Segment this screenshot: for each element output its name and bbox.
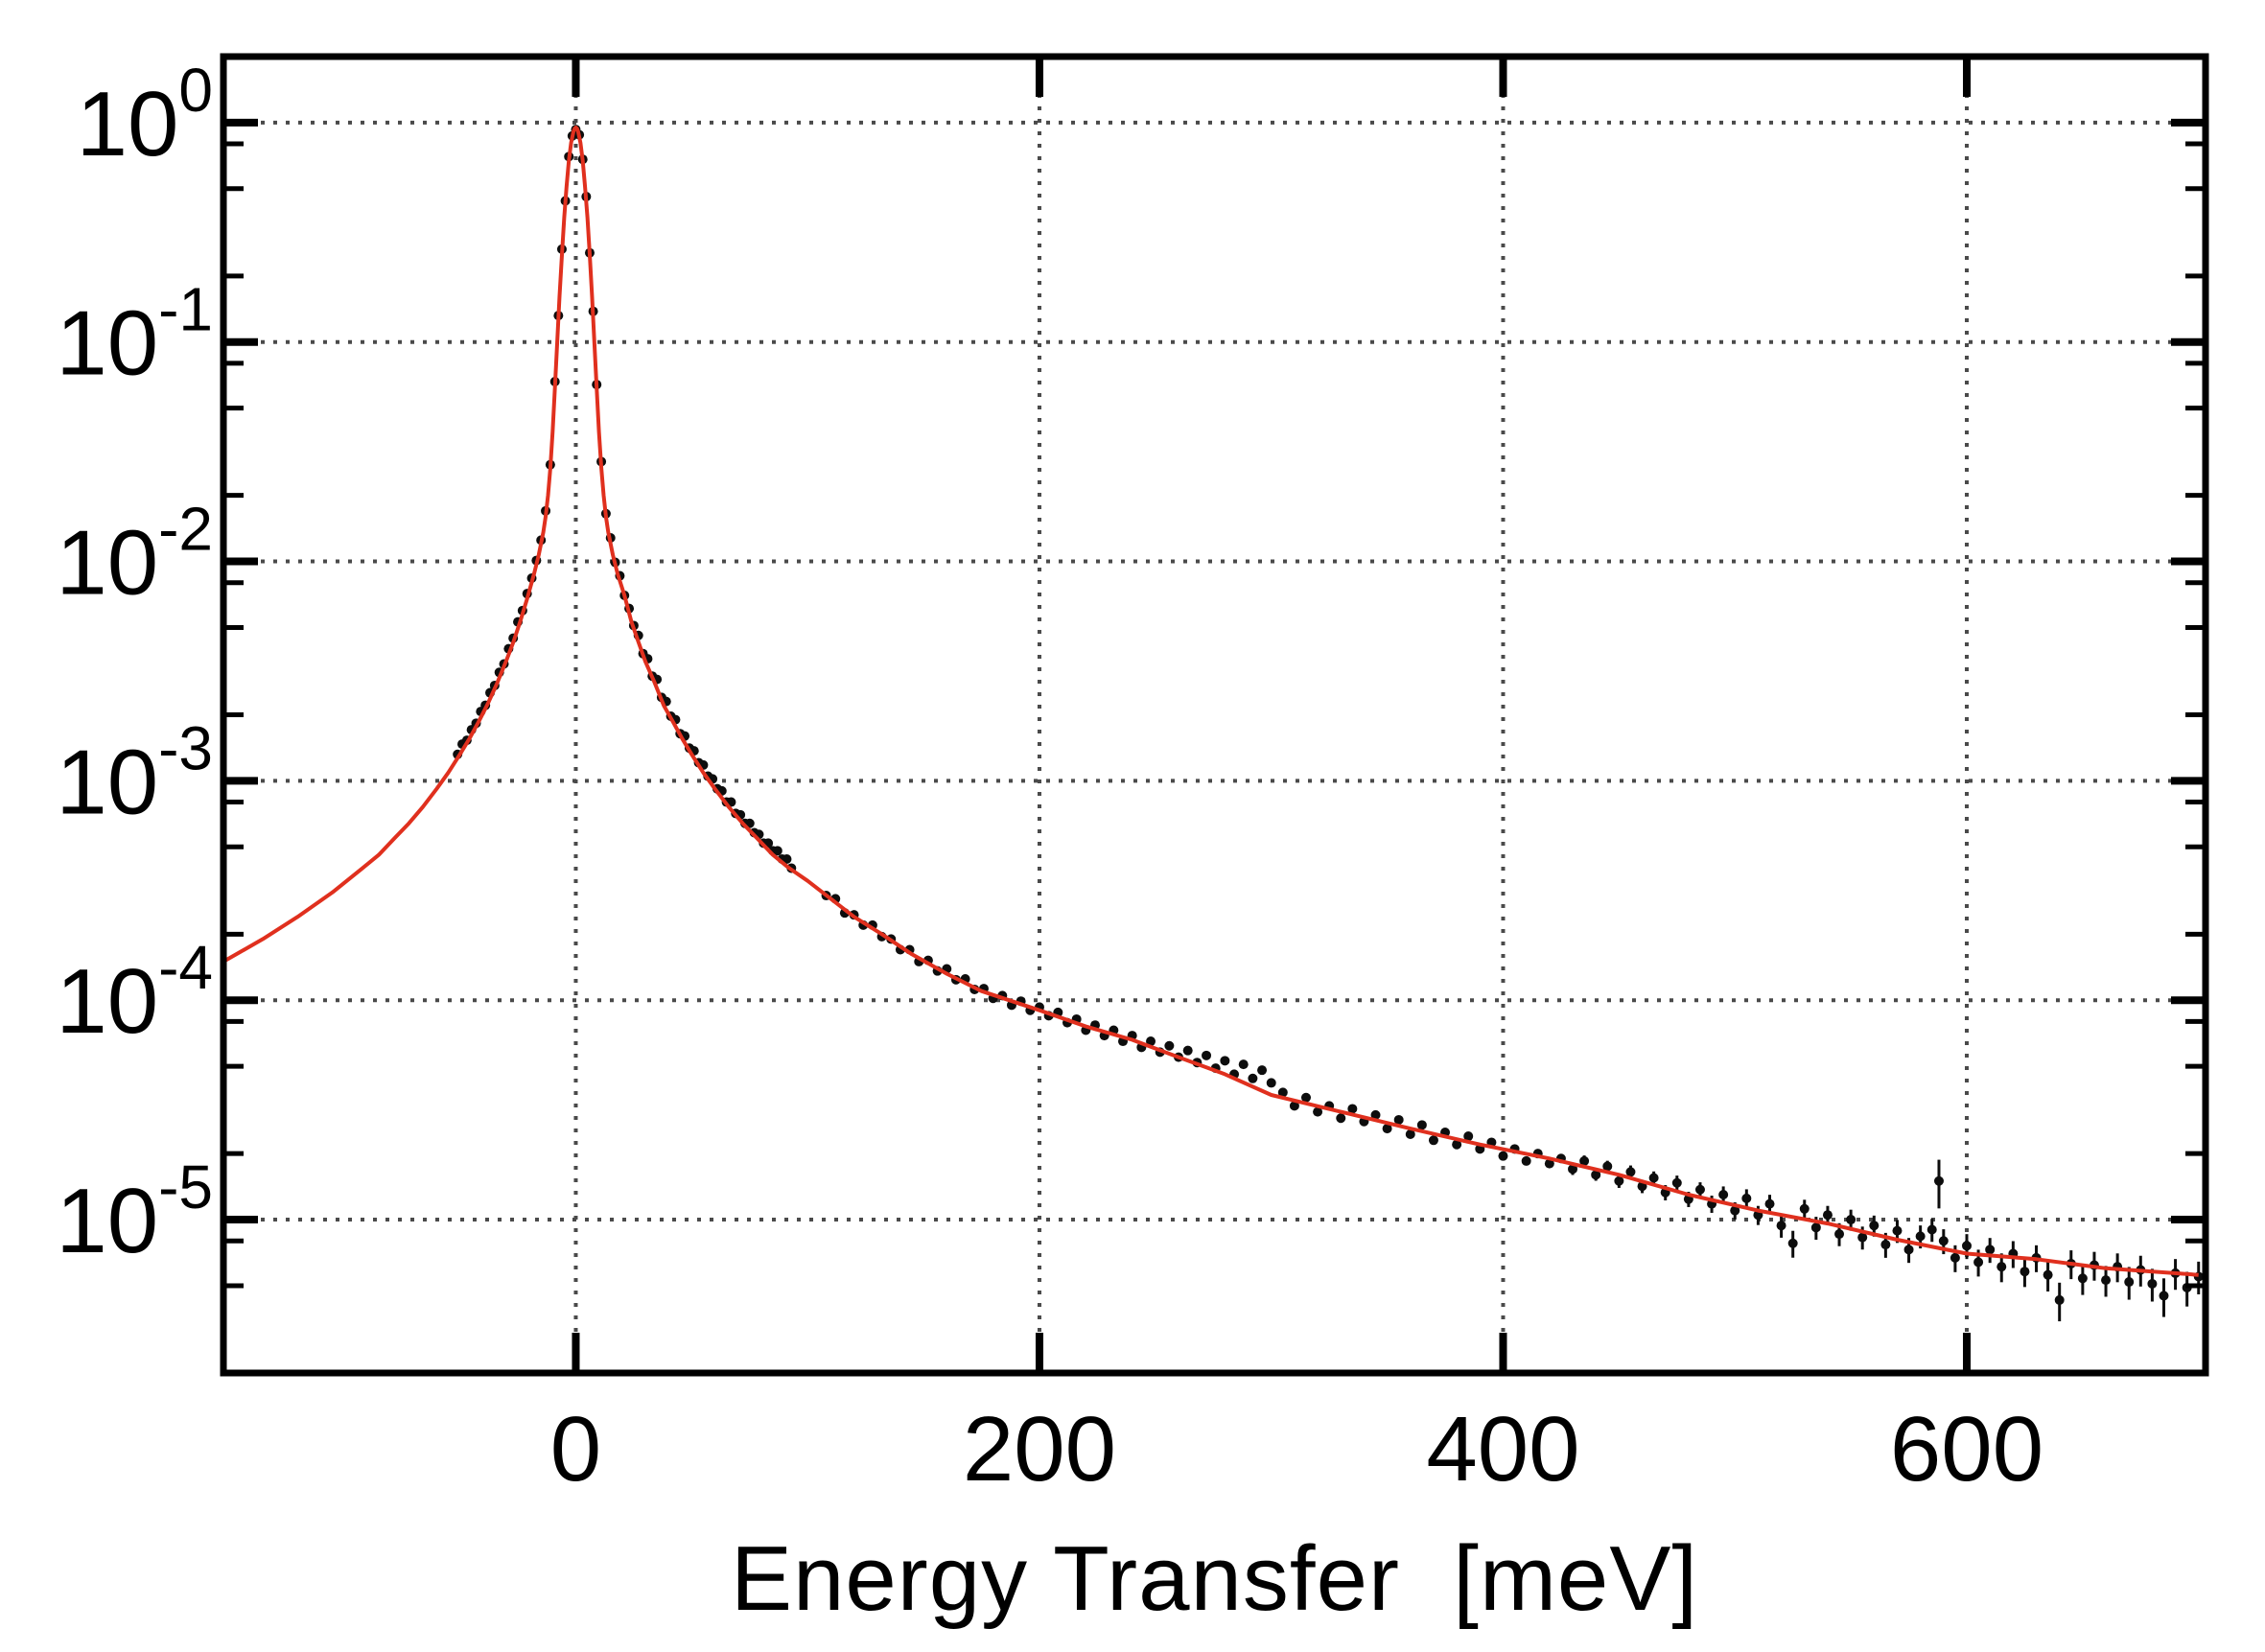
data-point [1961,1241,1972,1251]
y-tick-label: 10-4 [56,933,213,1053]
data-point [1544,1158,1554,1169]
data-point [1164,1040,1175,1051]
x-axis-label: Energy Transfer [meV] [730,1527,1699,1630]
data-point [1933,1175,1944,1186]
y-tick-label: 10-1 [56,275,213,395]
data-point [1648,1173,1659,1183]
data-point [1915,1231,1926,1242]
y-tick-label: 100 [77,56,213,175]
data-point [1857,1232,1868,1243]
data-point [2077,1273,2088,1284]
data-point [1521,1155,1531,1166]
data-point [1202,1050,1212,1060]
data-point [1300,1092,1311,1103]
x-tick-labels: 0 200 400 600 [550,1398,2043,1501]
data-point [1614,1175,1624,1186]
data-point [1238,1059,1249,1070]
data-point [1146,1036,1156,1047]
data-point [1313,1106,1323,1117]
data-point [1405,1128,1415,1139]
data-point [1764,1198,1775,1209]
x-tick-label: 200 [963,1398,1116,1501]
data-point [1996,1262,2007,1272]
data-point [782,853,792,864]
x-tick-label: 400 [1426,1398,1579,1501]
data-point [1810,1222,1821,1233]
data-point [1568,1164,1578,1175]
x-tick-label: 600 [1890,1398,2043,1501]
data-point [2101,1275,2112,1286]
data-point [1718,1189,1729,1199]
data-point [1289,1101,1299,1111]
data-point [2159,1291,2169,1301]
data-point [1370,1109,1381,1120]
data-point [772,846,782,856]
data-point [1463,1131,1474,1142]
y-tick-label: 10-3 [56,713,213,833]
data-point [2043,1269,2053,1280]
data-point [1336,1113,1346,1124]
data-point [1266,1078,1276,1088]
data-point [1938,1236,1949,1246]
data-point [1382,1124,1392,1134]
data-point [1892,1225,1903,1236]
data-point [2020,1267,2030,1277]
data-point [1903,1245,1914,1255]
data-point [1730,1205,1740,1216]
data-point [1671,1177,1682,1188]
y-tick-labels: 100 10-1 10-2 10-3 10-4 10-5 [56,56,213,1272]
plot-frame [220,53,2209,1377]
y-tick-label: 10-2 [56,495,213,615]
axis-ticks [223,57,2206,1373]
fit-line [222,126,2199,1277]
data-point [1416,1120,1427,1130]
data-point [1393,1114,1404,1125]
data-point [1257,1065,1268,1076]
data-point [1579,1155,1590,1166]
data-point [1182,1045,1193,1056]
data-point [1834,1229,1845,1240]
data-point [1741,1193,1752,1203]
data-point [2054,1294,2065,1305]
data-points [453,125,2204,1322]
data-point [1985,1245,1996,1255]
data-point [1799,1203,1810,1214]
data-point [1822,1210,1833,1221]
data-point [1846,1215,1856,1225]
data-point [1347,1104,1358,1114]
data-point [1776,1221,1786,1231]
data-point [1950,1252,1960,1263]
data-point [1220,1056,1230,1066]
data-point [1602,1161,1613,1172]
data-point [1926,1224,1937,1235]
data-point [1591,1170,1601,1180]
x-tick-label: 0 [550,1398,601,1501]
data-point [1498,1151,1508,1161]
data-point [1787,1238,1798,1248]
data-point [1248,1073,1258,1083]
data-point [1625,1167,1636,1177]
data-point [1452,1139,1462,1150]
data-point [1869,1221,1880,1231]
data-point [1428,1135,1438,1146]
data-point [1694,1184,1705,1195]
data-point [1973,1257,1984,1268]
data-point [1880,1240,1891,1250]
y-tick-label: 10-5 [56,1152,213,1272]
data-point [1277,1087,1288,1098]
data-point [2147,1278,2158,1289]
gridlines [223,57,2206,1373]
data-point [2124,1277,2135,1288]
